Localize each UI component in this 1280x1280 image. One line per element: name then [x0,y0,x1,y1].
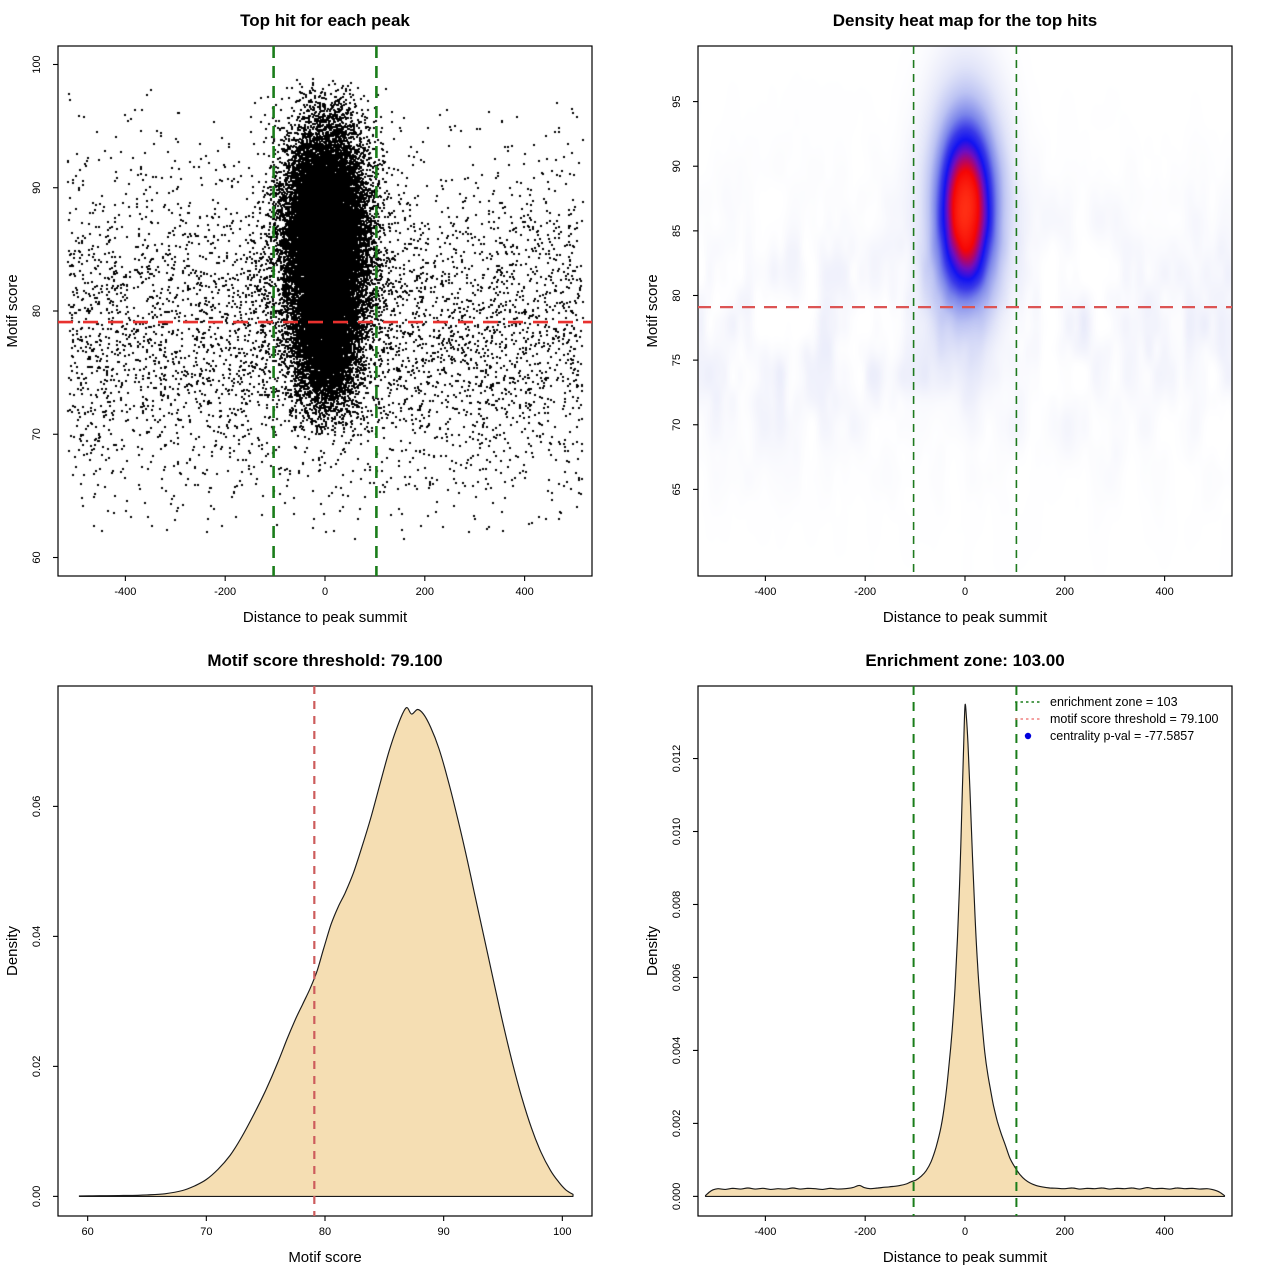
x-tick-label: 80 [319,1226,331,1238]
y-tick-label: 90 [671,160,683,172]
y-tick-label: 85 [671,225,683,237]
x-axis-title: Distance to peak summit [883,1249,1048,1266]
x-tick-label: 400 [1155,1226,1173,1238]
legend-label: enrichment zone = 103 [1050,695,1178,709]
scatter-points-canvas [58,46,592,576]
x-tick-label: 100 [553,1226,571,1238]
y-tick-label: 0.02 [31,1056,43,1077]
score-density-svg: 60 70 80 90 100 0.00 0.02 0.04 0.06 Motif score De… [4,685,593,1266]
x-tick-label: 200 [1056,1226,1074,1238]
panel-title-heatmap: Density heat map for the top hits [832,11,1098,30]
y-tick-label: 0.012 [671,745,683,773]
y-tick-label: 0.00 [31,1186,43,1207]
panel-density-heatmap: Density heat map for the top hits -400 -2… [640,0,1280,640]
y-tick-label: 65 [671,483,683,495]
panel-title-enrichment: Enrichment zone: 103.00 [865,651,1065,670]
x-axis-title: Distance to peak summit [883,609,1048,626]
heatmap-canvas [698,46,1232,576]
legend-label: motif score threshold = 79.100 [1050,712,1219,726]
heatmap-axes-svg: -400 -200 0 200 400 65 70 75 80 85 90 95 Distance to… [644,45,1233,626]
x-tick-label: 400 [1155,586,1173,598]
y-tick-label: 90 [31,182,43,194]
y-tick-label: 0.06 [31,796,43,817]
y-tick-label: 0.010 [671,818,683,846]
x-tick-label: 200 [416,586,434,598]
x-tick-label: 400 [515,586,533,598]
y-tick-label: 0.04 [31,926,43,947]
plot-frame [57,45,593,577]
x-tick-label: 0 [962,1226,968,1238]
x-tick-label: -400 [754,1226,776,1238]
y-tick-label: 75 [671,354,683,366]
y-tick-label: 0.002 [671,1110,683,1138]
y-tick-label: 70 [31,428,43,440]
distance-density-svg: -400 -200 0 200 400 0.000 0.002 0.004 0.006 0.008… [644,685,1233,1266]
x-axis-title: Motif score [288,1249,361,1266]
density-area [704,703,1226,1197]
x-tick-label: 0 [322,586,328,598]
y-tick-label: 0.004 [671,1037,683,1065]
y-tick-label: 0.000 [671,1183,683,1211]
y-tick-label: 95 [671,95,683,107]
y-tick-label: 70 [671,419,683,431]
y-tick-label: 80 [31,305,43,317]
panel-motif-score-density: Motif score threshold: 79.100 60 70 80 90 10… [0,640,640,1280]
x-tick-label: 90 [438,1226,450,1238]
y-axis-title: Motif score [644,274,661,347]
y-axis-title: Density [644,925,661,976]
x-tick-label: -200 [214,586,236,598]
y-tick-label: 0.008 [671,891,683,919]
scatter-axes-svg: -400 -200 0 200 400 60 70 80 90 100 Distance to pe… [4,45,593,626]
y-tick-label: 100 [31,55,43,73]
legend-point-sample [1024,732,1032,740]
legend-label: centrality p-val = -77.5857 [1050,729,1194,743]
y-tick-label: 80 [671,289,683,301]
y-axis-title: Motif score [4,274,21,347]
panel-top-hit-scatter: Top hit for each peak -400 -200 0 200 400 60 7… [0,0,640,640]
panel-enrichment-zone-density: Enrichment zone: 103.00 -400 -200 0 200 400 0… [640,640,1280,1280]
y-tick-label: 0.006 [671,964,683,992]
density-area [78,707,574,1197]
y-axis-title: Density [4,925,21,976]
x-tick-label: 200 [1056,586,1074,598]
x-axis-title: Distance to peak summit [243,609,408,626]
plot-frame [697,45,1233,577]
x-tick-label: 0 [962,586,968,598]
x-tick-label: -200 [854,586,876,598]
x-tick-label: 70 [200,1226,212,1238]
x-tick-label: -400 [114,586,136,598]
x-tick-label: 60 [82,1226,94,1238]
x-tick-label: -200 [854,1226,876,1238]
x-tick-label: -400 [754,586,776,598]
y-tick-label: 60 [31,551,43,563]
panel-title-threshold: Motif score threshold: 79.100 [207,651,443,670]
panel-title-scatter: Top hit for each peak [240,11,410,30]
